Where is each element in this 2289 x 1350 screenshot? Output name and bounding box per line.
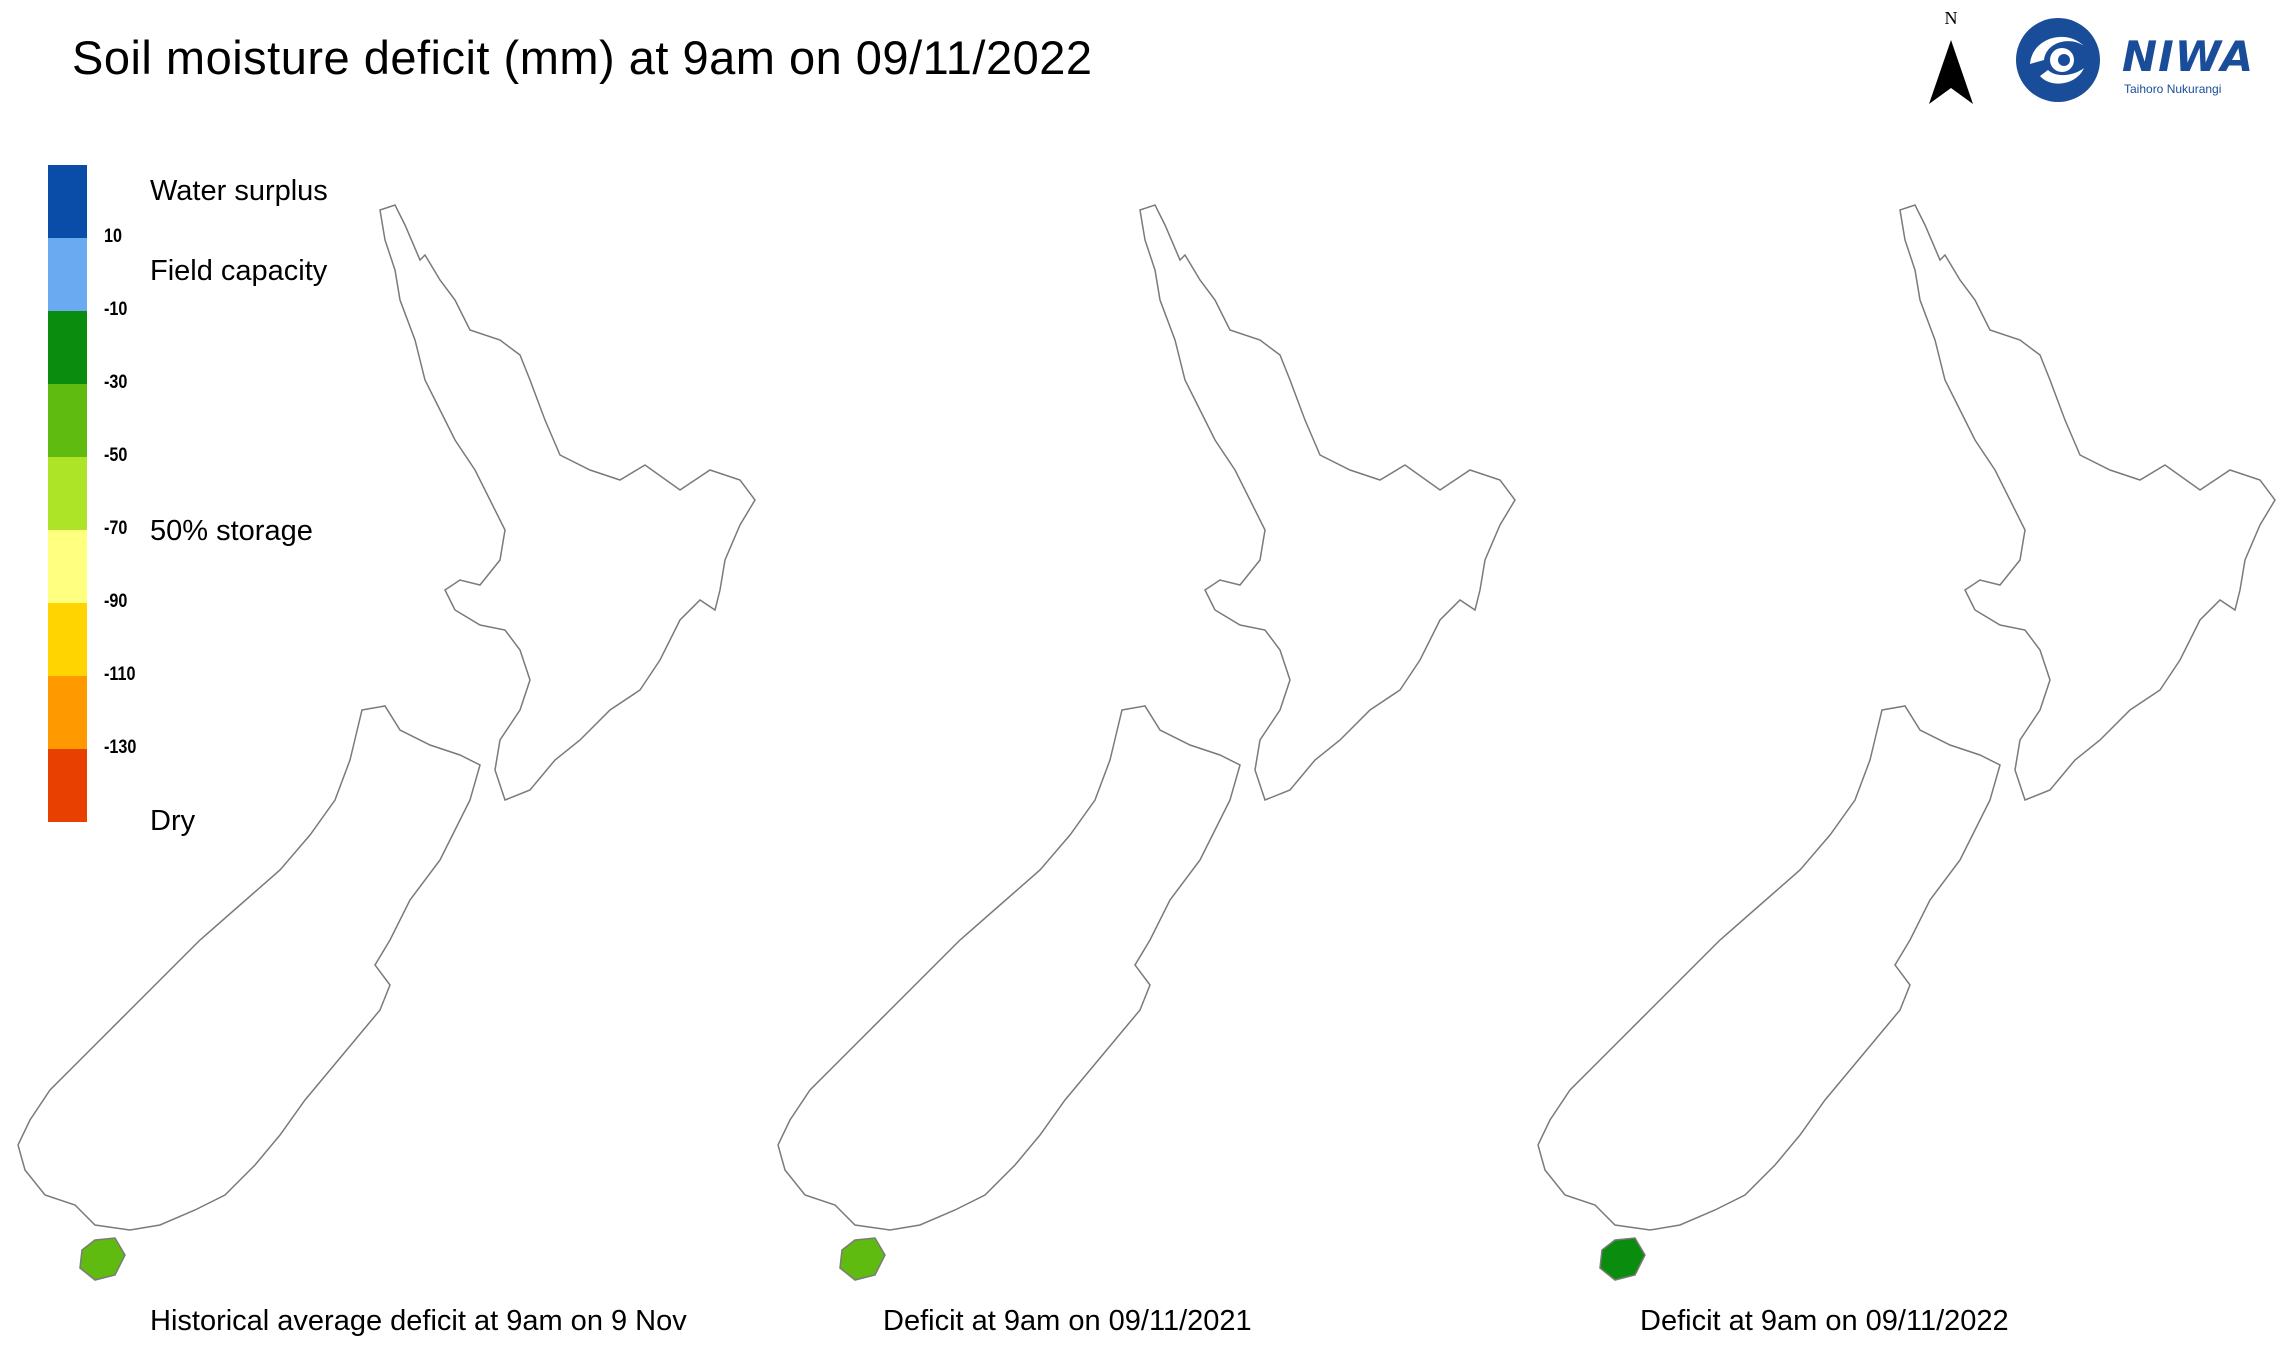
caption-2021: Deficit at 9am on 09/11/2021 — [883, 1305, 1252, 1337]
legend-tick: -70 — [104, 518, 128, 539]
legend-label-dry: Dry — [150, 805, 196, 837]
legend-swatch-8 — [48, 749, 87, 822]
legend-swatch-2 — [48, 311, 87, 384]
legend-swatch-5 — [48, 530, 87, 603]
legend-swatch-7 — [48, 676, 87, 749]
legend-tick: -90 — [104, 591, 128, 612]
legend-swatch-1 — [48, 238, 87, 311]
logo-wordmark: NIWA — [2122, 32, 2255, 81]
caption-2022: Deficit at 9am on 09/11/2022 — [1640, 1305, 2009, 1337]
north-letter: N — [1944, 8, 1958, 28]
legend-tick: -130 — [104, 737, 137, 758]
niwa-logo: NIWA Taihoro Nukurangi — [2010, 14, 2275, 104]
legend: 10 -10 -30 -50 -70 -90 -110 -130 Water s… — [48, 165, 368, 837]
logo-subtitle: Taihoro Nukurangi — [2124, 82, 2222, 96]
legend-swatch-0 — [48, 165, 87, 238]
legend-tick: -110 — [104, 664, 136, 685]
map-historical — [17, 204, 756, 1281]
map-2021 — [777, 204, 1516, 1281]
legend-swatch-6 — [48, 603, 87, 676]
map-2022 — [1537, 204, 2276, 1281]
legend-swatch-3 — [48, 384, 87, 457]
north-arrow-icon — [1929, 40, 1973, 104]
caption-historical: Historical average deficit at 9am on 9 N… — [150, 1305, 687, 1337]
niwa-swirl-icon — [2016, 18, 2100, 102]
map-title: Soil moisture deficit (mm) at 9am on 09/… — [72, 31, 1093, 84]
legend-swatch-4 — [48, 457, 87, 530]
legend-label-field-capacity: Field capacity — [150, 255, 328, 287]
legend-tick: -50 — [104, 445, 128, 466]
legend-label-storage: 50% storage — [150, 515, 313, 547]
legend-tick: -10 — [104, 299, 128, 320]
legend-tick: 10 — [104, 226, 122, 247]
north-arrow: N — [1926, 8, 1976, 108]
legend-label-surplus: Water surplus — [150, 175, 328, 207]
legend-tick: -30 — [104, 372, 128, 393]
